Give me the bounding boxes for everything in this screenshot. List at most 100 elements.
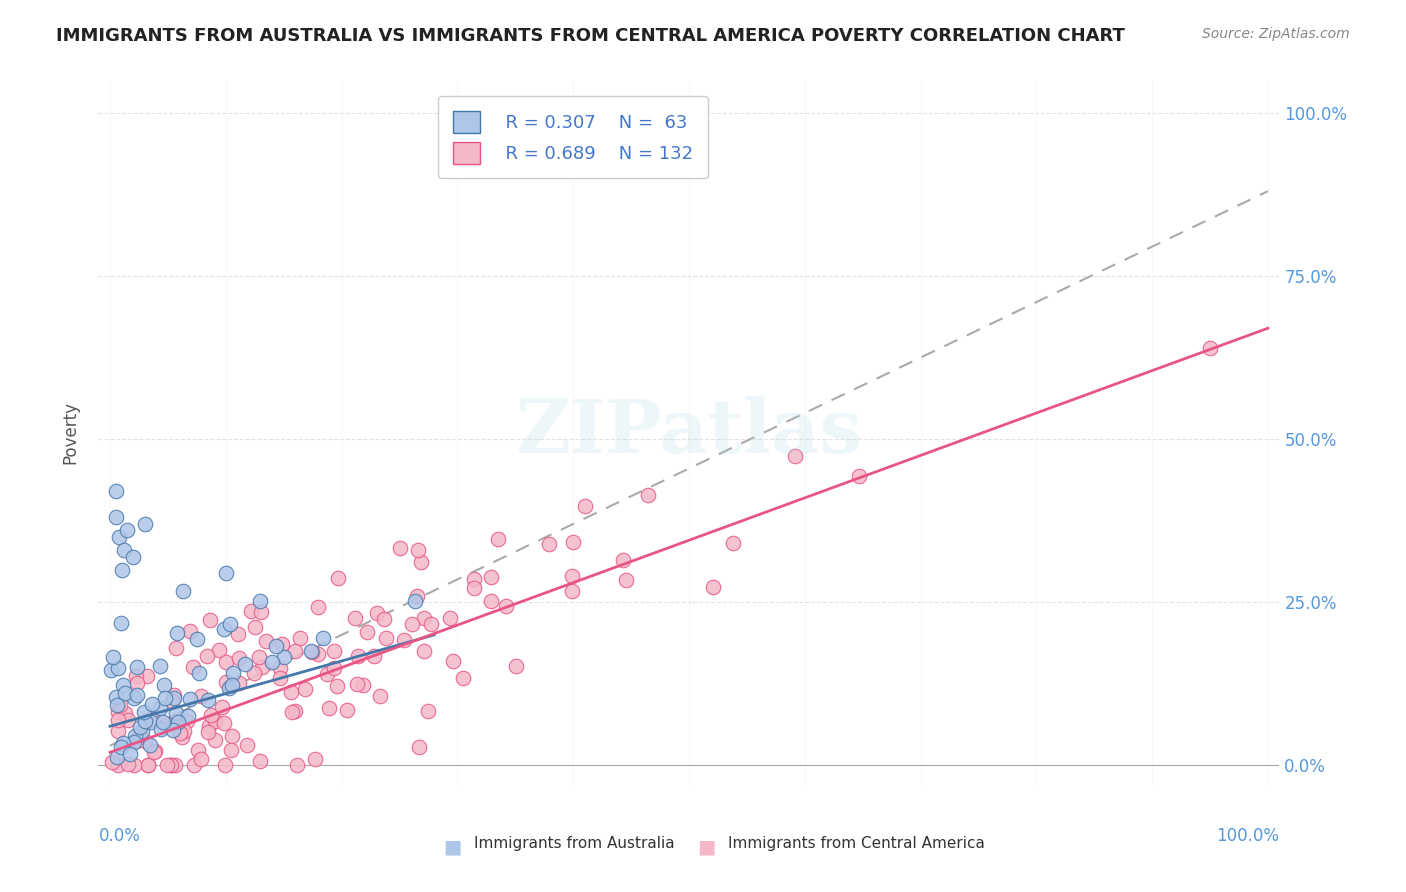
Point [243,620,266,634]
Point [283,644,305,658]
Point [104,484,127,499]
Y-axis label: Poverty: Poverty [62,401,80,464]
Point [356,625,378,640]
Point [124,729,146,743]
Text: 100.0%: 100.0% [1216,827,1279,846]
Point [125,669,148,683]
Point [167,715,190,730]
Point [212,622,235,636]
Point [408,740,430,755]
Point [105,749,128,764]
Point [1199,341,1222,355]
Point [114,706,136,721]
Point [214,715,236,730]
Point [166,626,188,640]
Point [226,627,249,641]
Point [388,541,411,555]
Point [107,713,129,727]
Point [250,605,273,619]
Point [125,734,148,748]
Point [218,616,240,631]
Point [269,671,291,685]
Point [411,555,433,569]
Point [240,604,263,618]
Point [177,709,200,723]
Point [176,714,198,728]
Point [412,644,434,658]
Point [156,717,179,731]
Point [128,728,150,742]
Point [322,643,344,657]
Point [105,690,128,704]
Point [165,641,187,656]
Point [214,757,236,772]
Point [612,553,634,567]
Text: IMMIGRANTS FROM AUSTRALIA VS IMMIGRANTS FROM CENTRAL AMERICA POVERTY CORRELATION: IMMIGRANTS FROM AUSTRALIA VS IMMIGRANTS … [56,27,1125,45]
Point [219,743,242,757]
Point [165,706,187,720]
Point [117,524,139,538]
Point [368,689,391,703]
Point [215,566,238,581]
Point [221,729,243,743]
Point [165,714,187,728]
Point [204,732,226,747]
Point [129,720,152,734]
Point [233,657,256,672]
Point [214,655,236,669]
Point [105,698,128,712]
Point [142,745,165,759]
Point [195,649,218,664]
Point [162,723,184,737]
Point [269,661,291,675]
Point [122,690,145,705]
Point [110,615,132,630]
Point [107,723,129,738]
Text: ■: ■ [697,838,716,857]
Text: ■: ■ [443,838,463,857]
Point [149,700,172,714]
Point [110,698,132,713]
Point [117,756,139,771]
Point [160,757,183,772]
Point [247,650,270,665]
Point [101,755,124,769]
Point [138,738,160,752]
Point [122,757,145,772]
Point [235,739,257,753]
Point [479,570,502,584]
Legend:   R = 0.307    N =  63,   R = 0.689    N = 132: R = 0.307 N = 63, R = 0.689 N = 132 [439,96,707,178]
Point [160,757,183,772]
Point [273,650,295,665]
Point [264,639,287,653]
Point [325,679,347,693]
Point [134,714,156,728]
Text: ZIPatlas: ZIPatlas [516,396,862,469]
Point [152,715,174,730]
Point [153,690,176,705]
Point [221,665,243,680]
Point [307,647,329,661]
Point [288,631,311,645]
Point [111,736,134,750]
Point [163,688,186,702]
Point [221,678,243,692]
Point [160,694,183,708]
Point [132,705,155,719]
Point [538,536,561,550]
Point [242,665,264,680]
Point [495,599,517,613]
Point [249,593,271,607]
Point [114,686,136,700]
Point [150,722,173,736]
Point [187,743,209,757]
Point [108,530,131,544]
Point [127,688,149,702]
Point [228,650,250,665]
Point [405,589,427,603]
Point [366,606,388,620]
Point [318,700,340,714]
Point [312,631,335,645]
Point [254,633,277,648]
Point [228,675,250,690]
